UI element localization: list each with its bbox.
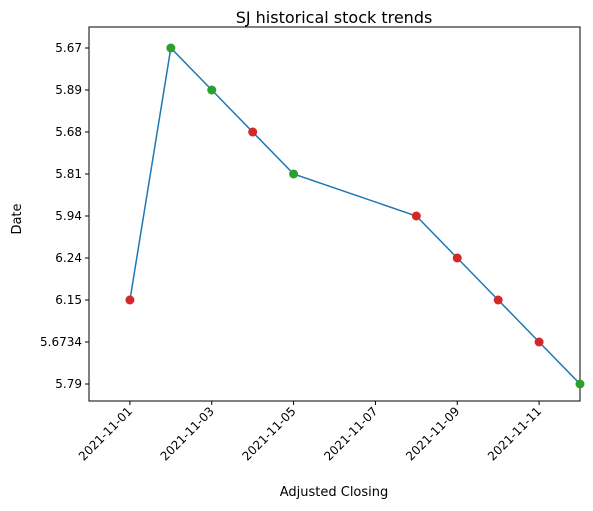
y-tick-label: 5.79 [55,377,82,391]
series-line [129,46,581,385]
y-tick-label: 5.68 [55,125,82,139]
x-tick-label: 2021-11-11 [485,404,544,463]
x-axis: 2021-11-01 2021-11-03 2021-11-05 2021-11-07… [76,401,544,463]
data-point-red [534,337,544,347]
data-point-red [493,295,503,305]
data-point-red [248,127,258,137]
data-point-red [125,295,135,305]
y-tick-label: 6.24 [55,251,82,265]
x-tick-label: 2021-11-05 [239,404,298,463]
x-tick-label: 2021-11-03 [158,404,217,463]
y-tick-label: 5.81 [55,167,82,181]
plot-area-frame [88,26,581,402]
x-tick-label: 2021-11-07 [321,404,380,463]
y-tick-label: 5.94 [55,209,82,223]
x-axis-label: Adjusted Closing [280,485,389,500]
y-tick-label: 5.67 [55,41,82,55]
y-tick-label: 6.15 [55,293,82,307]
y-axis: 5.67 5.89 5.68 5.81 5.94 6.24 6.15 5.6734 5.79 [40,41,89,391]
chart-title: SJ historical stock trends [236,8,433,27]
y-tick-label: 5.89 [55,83,82,97]
data-point-green [207,85,217,95]
data-point-green [289,169,299,179]
x-tick-label: 2021-11-09 [403,404,462,463]
data-point-green [166,43,176,53]
data-point-red [452,253,462,263]
y-axis-label: Date [10,203,25,234]
series-layer [125,43,585,389]
y-tick-label: 5.6734 [40,335,82,349]
x-tick-label: 2021-11-01 [76,404,135,463]
data-point-green [575,379,585,389]
data-point-red [411,211,421,221]
